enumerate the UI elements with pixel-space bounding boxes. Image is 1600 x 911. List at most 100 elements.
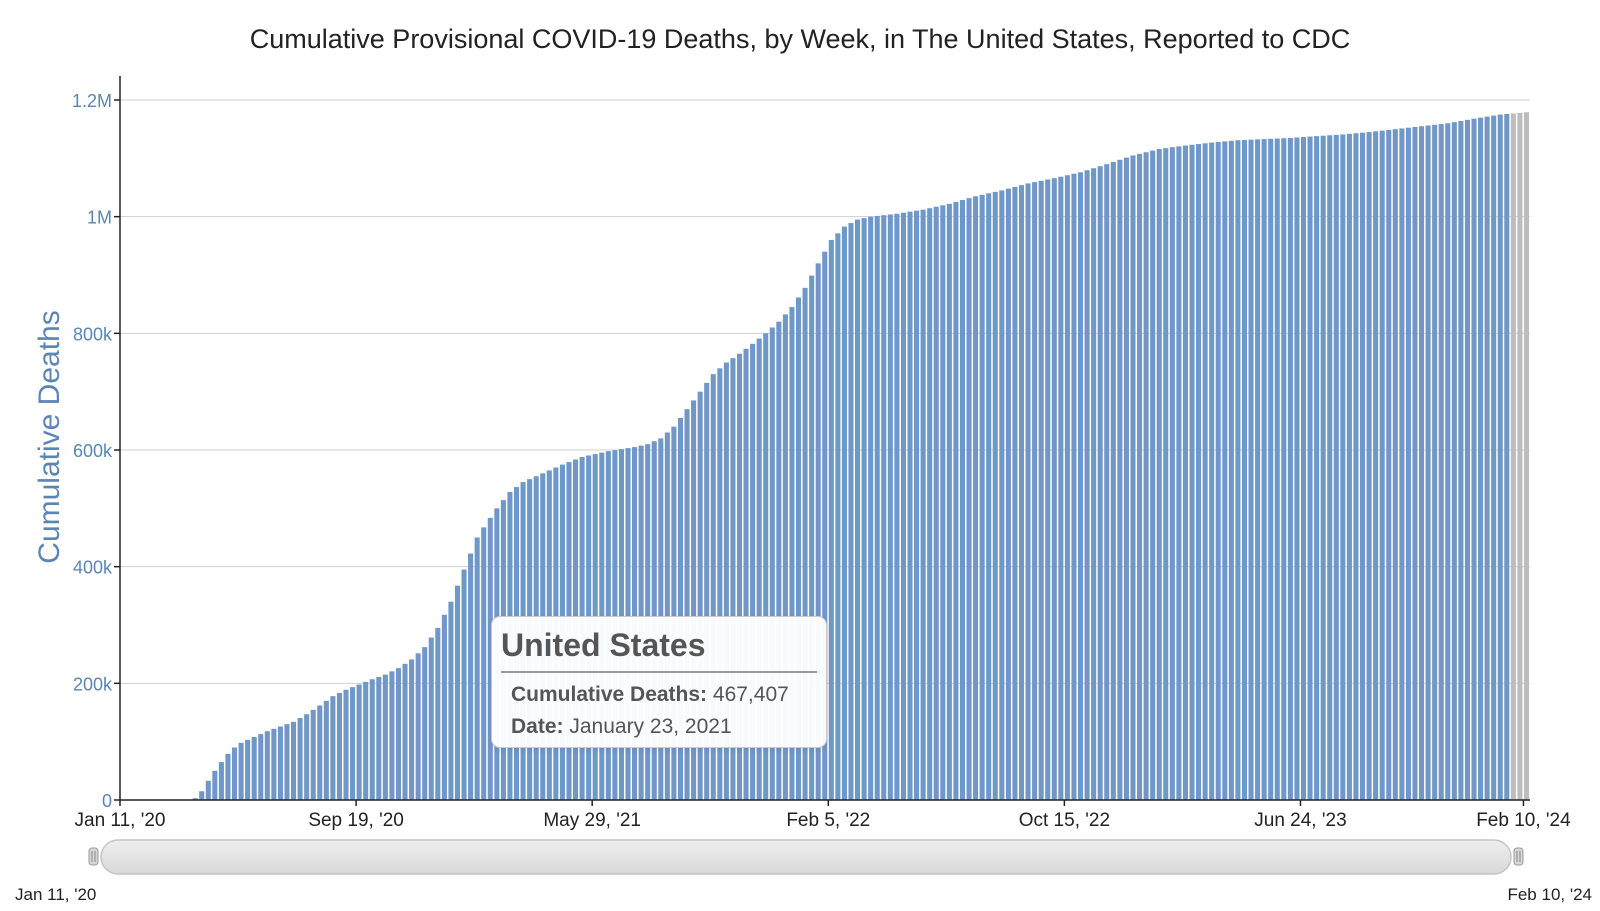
bar[interactable] xyxy=(894,213,900,800)
bar[interactable] xyxy=(1077,172,1084,800)
bar[interactable] xyxy=(323,700,329,800)
bar[interactable] xyxy=(468,553,474,800)
bar[interactable] xyxy=(1445,123,1451,800)
bar[interactable] xyxy=(743,348,749,800)
bar[interactable] xyxy=(1137,153,1143,800)
range-slider[interactable] xyxy=(88,839,1524,875)
bar[interactable] xyxy=(763,333,769,800)
bar[interactable] xyxy=(192,798,198,800)
bar[interactable] xyxy=(815,263,821,801)
bar[interactable] xyxy=(1064,175,1070,800)
bar[interactable] xyxy=(487,517,493,800)
bar[interactable] xyxy=(1268,138,1274,801)
bar[interactable] xyxy=(776,321,782,800)
bar[interactable] xyxy=(1084,170,1090,801)
bar[interactable] xyxy=(1281,138,1287,800)
bar[interactable] xyxy=(1130,155,1136,801)
bar[interactable] xyxy=(1419,126,1425,800)
bar[interactable] xyxy=(723,362,729,801)
bar[interactable] xyxy=(1169,147,1175,800)
bar[interactable] xyxy=(376,676,382,800)
bar[interactable] xyxy=(730,358,736,801)
bar[interactable] xyxy=(1405,127,1411,800)
bar[interactable] xyxy=(245,739,251,800)
bar[interactable] xyxy=(795,297,802,800)
bar[interactable] xyxy=(402,663,408,800)
bar[interactable] xyxy=(258,734,264,800)
bar[interactable] xyxy=(1373,131,1379,801)
bar[interactable] xyxy=(973,196,979,800)
bar[interactable] xyxy=(1412,126,1418,801)
bar[interactable] xyxy=(389,671,395,801)
bar[interactable] xyxy=(1209,142,1215,800)
bar[interactable] xyxy=(422,647,428,800)
bar[interactable] xyxy=(428,637,434,800)
bar[interactable] xyxy=(1451,122,1457,801)
bar[interactable] xyxy=(822,251,828,801)
bar[interactable] xyxy=(304,714,310,800)
bar[interactable] xyxy=(1235,140,1241,800)
bar[interactable] xyxy=(1196,144,1202,801)
bar[interactable] xyxy=(953,201,959,800)
bar[interactable] xyxy=(1478,117,1484,800)
bar[interactable] xyxy=(441,614,447,800)
bar[interactable] xyxy=(1491,115,1497,801)
bar[interactable] xyxy=(1143,152,1149,800)
bar[interactable] xyxy=(1346,133,1352,800)
bar[interactable] xyxy=(363,681,369,801)
bar[interactable] xyxy=(435,627,441,800)
bar[interactable] xyxy=(461,569,467,800)
bar[interactable] xyxy=(1045,179,1051,801)
bar[interactable] xyxy=(1392,129,1398,801)
bar[interactable] xyxy=(1307,136,1313,801)
bar[interactable] xyxy=(868,216,874,801)
bar[interactable] xyxy=(1182,145,1188,801)
bar[interactable] xyxy=(750,343,756,800)
bar[interactable] xyxy=(205,780,211,800)
bar[interactable] xyxy=(1300,137,1307,801)
bar[interactable] xyxy=(1163,148,1169,801)
bar[interactable] xyxy=(1523,112,1529,800)
bar[interactable] xyxy=(481,527,487,800)
bar[interactable] xyxy=(1228,140,1234,800)
bar[interactable] xyxy=(1320,135,1326,801)
bar[interactable] xyxy=(927,208,933,800)
bar[interactable] xyxy=(1504,114,1510,800)
bar[interactable] xyxy=(310,709,316,801)
bar[interactable] xyxy=(1458,121,1464,800)
bar[interactable] xyxy=(920,209,926,801)
bar[interactable] xyxy=(1464,119,1470,800)
bar[interactable] xyxy=(1104,164,1110,801)
bar[interactable] xyxy=(933,206,939,800)
bar[interactable] xyxy=(1471,118,1477,801)
bar[interactable] xyxy=(317,705,323,801)
bar[interactable] xyxy=(1497,114,1503,800)
bar[interactable] xyxy=(448,601,454,800)
bar[interactable] xyxy=(474,537,480,801)
bar[interactable] xyxy=(218,762,224,800)
bar[interactable] xyxy=(1215,142,1221,800)
bar[interactable] xyxy=(1005,188,1011,801)
bar[interactable] xyxy=(297,718,303,800)
bar[interactable] xyxy=(1353,133,1359,800)
bar[interactable] xyxy=(284,724,290,800)
bar[interactable] xyxy=(1176,146,1182,801)
bar[interactable] xyxy=(946,203,952,800)
bar[interactable] xyxy=(1294,137,1300,801)
bar[interactable] xyxy=(1386,129,1392,800)
bar[interactable] xyxy=(1156,149,1162,800)
bar[interactable] xyxy=(277,726,283,801)
bar[interactable] xyxy=(264,731,270,800)
bar[interactable] xyxy=(900,212,906,801)
bar[interactable] xyxy=(1012,186,1018,801)
bar[interactable] xyxy=(1510,113,1516,801)
bar[interactable] xyxy=(1189,144,1195,800)
bar[interactable] xyxy=(395,668,401,800)
bar[interactable] xyxy=(225,753,231,800)
bar[interactable] xyxy=(861,218,867,801)
bar[interactable] xyxy=(907,211,913,800)
bar[interactable] xyxy=(1517,112,1523,800)
bar[interactable] xyxy=(1222,141,1228,801)
bar[interactable] xyxy=(1097,166,1103,800)
bar[interactable] xyxy=(802,287,808,801)
